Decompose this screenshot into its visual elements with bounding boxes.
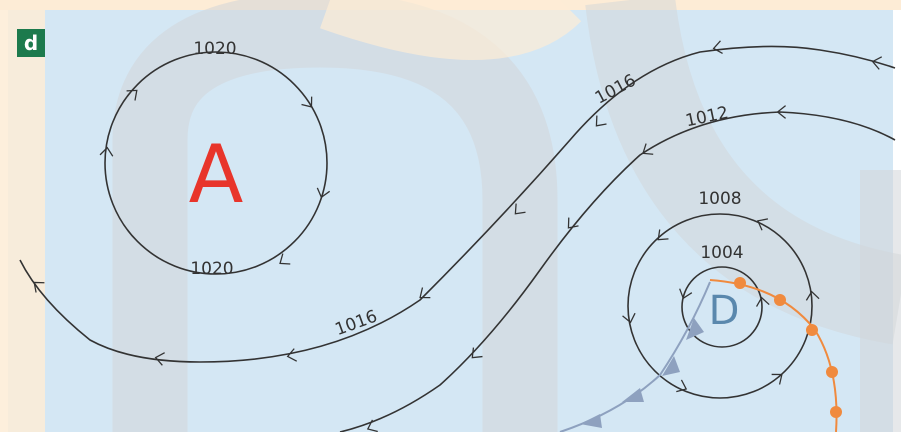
isobar-high-ring (104, 51, 328, 275)
warm-front-dot-1 (734, 277, 746, 289)
isobar-label-1004: 1004 (700, 243, 743, 263)
cold-front-tooth-1 (686, 318, 704, 340)
watermark-sweep (585, 0, 901, 345)
isobar-1008-ring (627, 213, 813, 399)
watermark-band-left (0, 0, 45, 432)
isobar-1004-ring (681, 266, 763, 348)
isobar-label-1020-top: 1020 (193, 39, 236, 59)
isobar-label-1020-bottom: 1020 (190, 259, 233, 279)
warm-front-dot-2 (774, 294, 786, 306)
cold-front-tooth-2 (662, 356, 680, 376)
isobar-1016 (19, 45, 896, 363)
panel-badge (17, 29, 45, 57)
low-pressure-symbol: D (709, 288, 740, 334)
warm-front-dot-5 (830, 406, 842, 418)
panel-label: d (24, 31, 38, 55)
watermark-bar-right (860, 170, 901, 432)
warm-front-dot-3 (806, 324, 818, 336)
cold-front-tooth-4 (580, 414, 602, 428)
cold-front-tooth-3 (622, 388, 644, 402)
isobar-label-1008: 1008 (698, 189, 741, 209)
high-pressure-symbol: A (189, 128, 244, 221)
watermark-orange-sweep (320, 0, 582, 60)
warm-front-dot-4 (826, 366, 838, 378)
